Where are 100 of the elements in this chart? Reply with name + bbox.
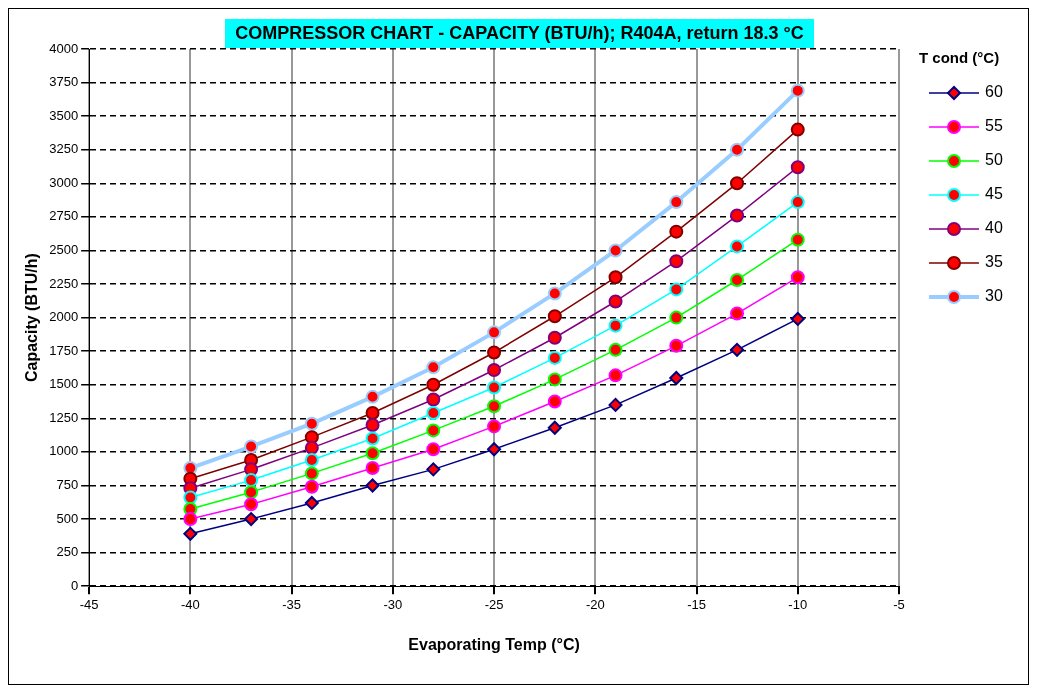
legend-label: 30: [985, 287, 1003, 305]
x-tick-label: -20: [585, 596, 605, 612]
point: [790, 232, 805, 247]
point: [790, 270, 805, 285]
x-tick-label: -45: [79, 596, 99, 612]
point: [487, 442, 502, 457]
point: [790, 122, 805, 137]
y-tick-label: 2250: [49, 275, 79, 291]
point: [183, 490, 198, 505]
point: [304, 495, 319, 510]
point: [304, 440, 319, 455]
y-axis-title: Capacity (BTU/h): [23, 253, 41, 383]
y-tick-label: 250: [56, 544, 79, 560]
y-tick-label: 2000: [49, 309, 79, 325]
x-axis-title: Evaporating Temp (°C): [408, 635, 580, 653]
point: [304, 466, 319, 481]
point: [365, 418, 380, 433]
point: [730, 239, 745, 254]
legend-label: 45: [985, 185, 1003, 203]
legend-title: T cond (°C): [919, 49, 1000, 67]
point: [244, 439, 259, 454]
y-tick-label: 2750: [49, 208, 79, 224]
y-tick-label: 3000: [49, 174, 79, 190]
point: [487, 362, 502, 377]
point: [426, 392, 441, 407]
point: [608, 318, 623, 333]
point: [487, 399, 502, 414]
point: [669, 371, 684, 386]
y-tick-label: 4000: [49, 40, 79, 56]
point: [426, 462, 441, 477]
y-tick-label: 750: [56, 477, 79, 493]
x-tick-label: -30: [383, 596, 403, 612]
point: [487, 419, 502, 434]
point: [426, 442, 441, 457]
point: [790, 83, 805, 98]
point: [426, 360, 441, 375]
point: [304, 452, 319, 467]
x-tick-label: -25: [484, 596, 504, 612]
point: [365, 461, 380, 476]
point: [547, 420, 562, 435]
point: [669, 254, 684, 269]
point: [790, 311, 805, 326]
point: [547, 286, 562, 301]
point: [183, 512, 198, 527]
point: [244, 462, 259, 477]
legend-label: 55: [985, 117, 1003, 135]
point: [365, 405, 380, 420]
point: [730, 142, 745, 157]
point: [608, 368, 623, 383]
point: [730, 273, 745, 287]
y-tick-label: 1750: [49, 342, 79, 358]
x-tick-label: -40: [180, 596, 200, 612]
point: [669, 338, 684, 353]
point: [608, 397, 623, 412]
point: [365, 446, 380, 461]
point: [547, 309, 562, 324]
point: [183, 526, 198, 541]
point: [608, 294, 623, 309]
point: [730, 306, 745, 321]
x-tick-label: -15: [687, 596, 706, 612]
y-tick-label: 0: [70, 577, 79, 593]
point: [244, 497, 259, 512]
x-tick-label: -35: [282, 596, 301, 612]
point: [365, 431, 380, 446]
point: [730, 176, 745, 191]
point: [608, 270, 623, 285]
legend-label: 50: [985, 151, 1003, 169]
point: [547, 350, 562, 365]
point: [669, 282, 684, 297]
legend-label: 60: [985, 83, 1003, 101]
y-tick-label: 3750: [49, 74, 79, 90]
point: [547, 372, 562, 387]
point: [547, 394, 562, 409]
point: [304, 416, 319, 431]
point: [244, 473, 259, 488]
point: [608, 342, 623, 357]
y-tick-label: 3250: [49, 141, 79, 157]
point: [365, 478, 380, 493]
x-tick-label: -5: [893, 596, 905, 612]
y-tick-label: 1500: [49, 376, 79, 392]
point: [669, 195, 684, 210]
y-tick-label: 500: [56, 510, 79, 526]
legend-label: 40: [985, 219, 1003, 237]
point: [426, 377, 441, 392]
point: [547, 330, 562, 345]
point: [244, 485, 259, 500]
point: [608, 243, 623, 258]
point: [487, 345, 502, 360]
point: [790, 160, 805, 175]
point: [426, 423, 441, 438]
point: [244, 512, 259, 527]
y-tick-label: 1000: [49, 443, 79, 459]
x-tick-label: -10: [788, 596, 808, 612]
point: [790, 195, 805, 210]
point: [487, 380, 502, 395]
point: [487, 325, 502, 340]
point: [365, 389, 380, 404]
y-tick-label: 3500: [49, 107, 79, 123]
point: [304, 479, 319, 494]
chart-title: COMPRESSOR CHART - CAPACITY (BTU/h); R404A, return 18.3 °C: [225, 19, 814, 48]
